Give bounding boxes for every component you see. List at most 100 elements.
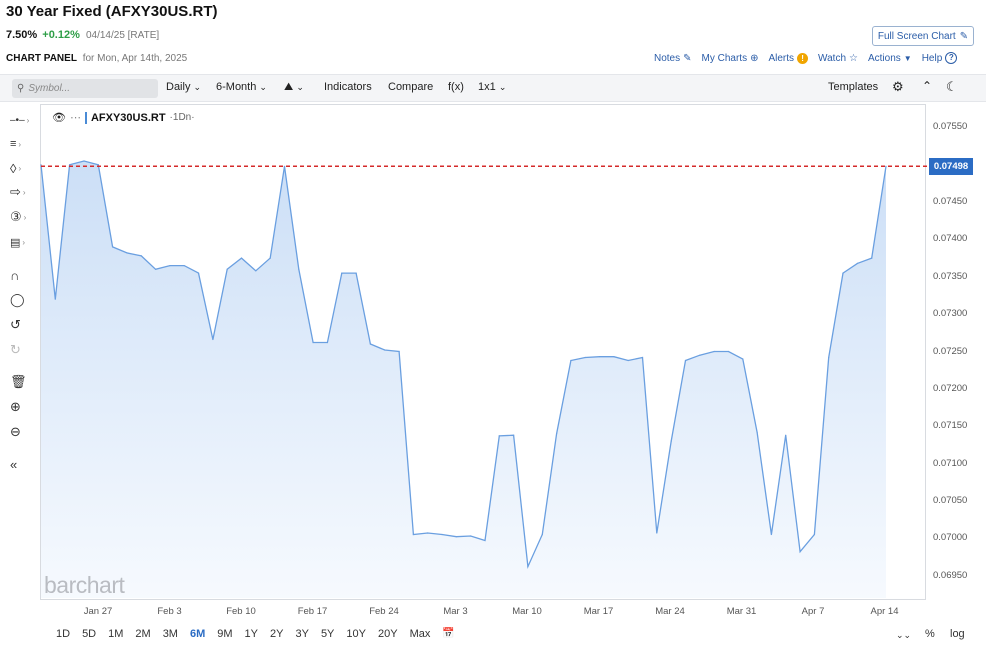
layout-dropdown[interactable]: 1x1 ⌄ (478, 81, 506, 93)
data-point (112, 246, 114, 248)
price-change: +0.12% (42, 29, 80, 41)
range-5d[interactable]: 5D (82, 628, 97, 640)
lock-tool[interactable]: ◯ (10, 290, 36, 310)
data-point (197, 272, 200, 274)
data-point (212, 338, 214, 341)
range-max[interactable]: Max (409, 628, 431, 640)
page-title: 30 Year Fixed (AFXY30US.RT) (6, 3, 218, 20)
x-tick-label: Mar 10 (512, 606, 542, 617)
help-link[interactable]: Help ? (922, 52, 958, 64)
templates-button[interactable]: Templates (828, 81, 879, 93)
collapse-tools-button[interactable]: « (10, 454, 36, 474)
log-toggle[interactable]: log (950, 628, 965, 640)
x-tick-label: Mar 31 (726, 606, 757, 617)
alert-icon: ! (797, 52, 809, 64)
data-point (226, 268, 228, 270)
data-point (69, 164, 71, 166)
dark-mode-icon[interactable]: ☾ (946, 79, 958, 94)
range-1y[interactable]: 1Y (244, 628, 258, 640)
measure-tool[interactable]: ▤ › (10, 232, 36, 252)
data-point (856, 262, 859, 264)
compare-button[interactable]: Compare (388, 81, 434, 93)
zoom-out-button[interactable]: ⊖ (10, 422, 36, 442)
range-2y[interactable]: 2Y (270, 628, 284, 640)
data-point (155, 268, 157, 270)
data-point (384, 349, 386, 351)
x-tick-label: Feb 10 (226, 606, 256, 617)
data-point (369, 343, 371, 345)
x-tick-label: Feb 3 (157, 606, 182, 617)
top-links: Notes ✎ My Charts ⊕ Alerts ! Watch ☆ Act… (654, 52, 958, 64)
collapse-icon[interactable]: ⌃ (922, 79, 933, 93)
double-chevron-left-icon: « (10, 456, 18, 472)
full-screen-chart-button[interactable]: Full Screen Chart ✎ (872, 26, 974, 46)
interval-dropdown[interactable]: Daily ⌄ (166, 81, 201, 93)
alerts-link[interactable]: Alerts ! (768, 52, 809, 64)
data-point (527, 566, 529, 568)
range-10y[interactable]: 10Y (346, 628, 366, 640)
range-5y[interactable]: 5Y (320, 628, 335, 640)
percent-toggle[interactable]: % (925, 628, 935, 640)
zoom-in-button[interactable]: ⊕ (10, 397, 36, 417)
period-dropdown[interactable]: 6-Month ⌄ (216, 81, 267, 93)
shapes-tool[interactable]: ◊ › (10, 158, 36, 178)
chevron-right-icon: › (22, 187, 26, 197)
data-point (641, 356, 644, 359)
series-color-swatch (84, 111, 87, 124)
notes-label: Notes (654, 52, 681, 64)
chart-panel-label: CHART PANEL for Mon, Apr 14th, 2025 (6, 53, 187, 64)
data-point (756, 431, 758, 433)
line-tool-icon: ‒•‒ (10, 114, 25, 126)
indicators-button[interactable]: Indicators (324, 81, 372, 93)
calendar-icon[interactable]: 📅 (442, 628, 455, 639)
data-point (570, 359, 572, 362)
chevron-right-icon: › (18, 139, 22, 149)
range-9m[interactable]: 9M (217, 628, 233, 640)
range-1m[interactable]: 1M (108, 628, 124, 640)
data-point (713, 350, 715, 353)
redo-button[interactable]: ↻ (10, 340, 36, 360)
chart-area[interactable] (40, 104, 926, 600)
range-20y[interactable]: 20Y (377, 628, 398, 640)
numbered-circle-icon: ③ (10, 209, 22, 224)
gear-icon[interactable]: ⚙ (892, 79, 904, 94)
plus-circle-icon: ⊕ (750, 52, 759, 64)
redo-icon: ↻ (10, 342, 21, 357)
delete-button[interactable]: 🗑 (10, 372, 36, 392)
magnet-icon: ∩ (10, 267, 20, 283)
data-point (727, 350, 730, 353)
range-2m[interactable]: 2M (135, 628, 151, 640)
chart-type-dropdown[interactable]: ⛰ ⌄ (284, 81, 304, 94)
my-charts-link[interactable]: My Charts ⊕ (702, 53, 759, 64)
notes-link[interactable]: Notes ✎ (654, 53, 692, 64)
data-point (556, 433, 558, 435)
watch-label: Watch (818, 52, 846, 64)
data-point (498, 435, 500, 437)
eye-icon[interactable]: 👁 (52, 112, 66, 124)
y-tick-label: 0.07300 (933, 308, 968, 320)
arrow-tool[interactable]: ⇨ › (10, 182, 36, 202)
range-6m[interactable]: 6M (189, 628, 206, 640)
range-3y[interactable]: 3Y (295, 628, 309, 640)
magnet-tool[interactable]: ∩ (10, 265, 36, 285)
data-point (599, 356, 601, 358)
quote-date: 04/14/25 [RATE] (85, 30, 160, 41)
more-icon[interactable]: ⋯ (69, 112, 81, 124)
range-1d[interactable]: 1D (56, 628, 71, 640)
series-interval: ·1Dn· (169, 112, 195, 123)
actions-label: Actions (867, 52, 901, 64)
barchart-logo: barchart (44, 572, 125, 598)
watch-link[interactable]: Watch ☆ (818, 53, 858, 64)
function-button[interactable]: f(x) (448, 81, 464, 93)
trend-tools[interactable]: ≡ › (10, 134, 36, 154)
double-chevron-down-icon[interactable]: ⌄⌄ (896, 630, 912, 640)
undo-button[interactable]: ↺ (10, 315, 36, 335)
y-tick-label: 0.06950 (933, 569, 968, 581)
annotation-tool[interactable]: ③ › (10, 207, 36, 227)
data-point (885, 165, 887, 167)
actions-menu[interactable]: Actions ▼ (868, 53, 912, 64)
range-3m[interactable]: 3M (162, 628, 178, 640)
y-tick-label: 0.07150 (933, 420, 968, 432)
crosshair-tool[interactable]: ‒•‒ › (10, 110, 36, 130)
symbol-search-input[interactable]: ⚲ Symbol... (12, 79, 158, 98)
